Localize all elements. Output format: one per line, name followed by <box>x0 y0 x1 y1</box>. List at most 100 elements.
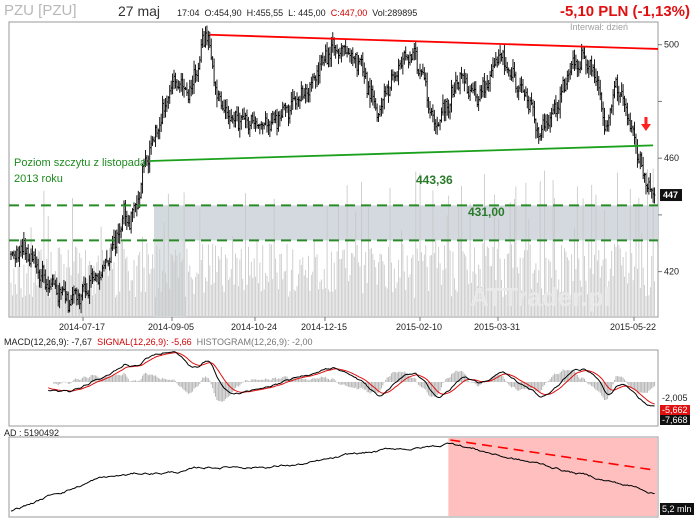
histogram-bar <box>502 376 504 382</box>
volume-bar <box>86 278 88 316</box>
histogram-bar <box>177 382 179 386</box>
volume-bar <box>565 251 567 316</box>
histogram-bar <box>200 380 202 382</box>
histogram-bar <box>476 382 478 387</box>
histogram-bar <box>317 378 319 382</box>
volume-bar <box>209 265 211 316</box>
volume-bar <box>140 291 142 316</box>
volume-bar <box>106 248 108 316</box>
volume-bar <box>225 254 226 316</box>
signal-title: SIGNAL(12,26,9): -5,66 <box>97 337 192 347</box>
volume-bar <box>310 275 312 316</box>
histogram-bar <box>60 382 62 384</box>
histogram-bar <box>233 382 235 391</box>
histogram-bar <box>206 377 208 382</box>
volume-bar <box>142 236 144 316</box>
histogram-bar <box>70 382 72 383</box>
histogram-bar <box>521 382 523 389</box>
volume-bar <box>246 284 248 316</box>
volume-bar <box>273 198 275 316</box>
volume-bar <box>76 247 78 316</box>
volume-bar <box>299 259 301 316</box>
volume-bar <box>649 287 651 316</box>
histogram-bar <box>335 380 337 382</box>
histogram-bar <box>285 376 287 382</box>
histogram-bar <box>253 379 255 382</box>
histogram-bar <box>453 372 455 382</box>
histogram-bar <box>508 382 510 385</box>
volume-bar <box>165 272 166 316</box>
histogram-bar <box>635 382 637 391</box>
volume-bar <box>249 275 251 316</box>
volume-bar <box>576 186 578 316</box>
volume-bar <box>305 269 307 316</box>
histogram-bar <box>269 380 271 382</box>
volume-bar <box>206 281 208 316</box>
volume-bar <box>605 258 607 316</box>
volume-bar <box>163 223 165 316</box>
volume-bar <box>522 257 524 316</box>
volume-bar <box>146 243 148 316</box>
histogram-bar <box>299 379 301 382</box>
volume-bar <box>462 251 464 316</box>
ohlc-readout: 17:04 O:454,90 H:455,55 L: 445,00 C:447,… <box>177 8 417 18</box>
volume-bar <box>419 173 421 316</box>
histogram-bar <box>392 372 394 382</box>
volume-bar <box>113 262 115 316</box>
volume-bar <box>20 288 22 316</box>
histogram-bar <box>399 371 401 382</box>
histogram-bar <box>173 379 175 382</box>
histogram-bar <box>275 377 277 382</box>
volume-bar <box>360 181 362 316</box>
histogram-bar <box>645 382 647 393</box>
histogram-bar <box>186 382 188 393</box>
histogram-bar <box>252 379 254 382</box>
histogram-bar <box>313 378 315 382</box>
volume-bar <box>438 246 440 316</box>
volume-bar <box>401 229 402 316</box>
price-bars <box>10 25 656 314</box>
histogram-bar <box>428 382 430 396</box>
histogram-bar <box>124 374 126 382</box>
volume-bar <box>637 268 638 316</box>
histogram-bar <box>605 382 607 401</box>
histogram-bar <box>446 377 448 382</box>
volume-bar <box>187 271 189 316</box>
histogram-bar <box>236 382 238 387</box>
histogram-bar <box>349 382 351 388</box>
histogram-bar <box>363 382 365 390</box>
histogram-bar <box>382 382 384 386</box>
volume-bar <box>403 271 405 316</box>
histogram-bar <box>594 382 596 389</box>
histogram-bar <box>130 381 132 382</box>
volume-bar <box>320 279 322 316</box>
histogram-bar <box>601 382 603 396</box>
volume-bar <box>631 252 633 316</box>
histogram-bar <box>339 382 341 385</box>
histogram-bar <box>553 373 555 382</box>
volume-bar <box>645 295 647 316</box>
histogram-bar <box>290 378 292 382</box>
volume-bar <box>453 278 455 316</box>
histogram-bar <box>209 380 211 382</box>
price-axis-label: 500 <box>664 40 679 50</box>
volume-bar <box>562 291 564 316</box>
volume-bar <box>235 253 236 316</box>
volume-bar <box>346 185 348 316</box>
histogram-bar <box>146 373 148 382</box>
histogram-bar <box>312 378 314 382</box>
volume-bar <box>634 266 636 316</box>
histogram-bar <box>190 382 192 393</box>
volume-bar <box>647 169 648 316</box>
histogram-bar <box>611 382 613 389</box>
volume-bar <box>366 282 368 316</box>
support-trend-line <box>149 144 654 162</box>
histogram-bar <box>184 382 186 392</box>
volume-bar <box>335 289 337 316</box>
histogram-bar <box>73 379 75 382</box>
volume-bar <box>436 268 438 316</box>
histogram-bar <box>498 374 500 382</box>
volume-bar <box>12 295 13 316</box>
histogram-bar <box>114 375 116 382</box>
volume-bar <box>383 264 385 316</box>
